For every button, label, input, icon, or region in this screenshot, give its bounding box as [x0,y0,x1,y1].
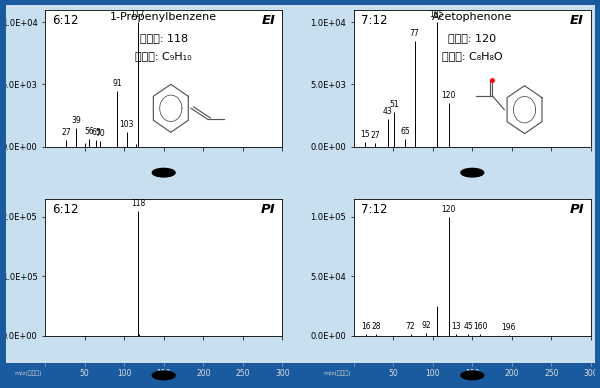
Text: 組成式: C₈H₈O: 組成式: C₈H₈O [442,51,503,61]
Text: 7:12: 7:12 [361,14,387,27]
Text: 300: 300 [275,369,290,378]
Text: 6:12: 6:12 [52,14,79,27]
Text: 6:12: 6:12 [52,203,79,216]
Text: 16: 16 [361,322,371,331]
Text: 100: 100 [117,369,131,378]
Text: 50: 50 [80,369,89,378]
Text: PI: PI [569,203,584,216]
Text: 組成式: C₉H₁₀: 組成式: C₉H₁₀ [136,51,192,61]
Text: 92: 92 [422,322,431,331]
Text: 27: 27 [370,131,380,140]
Text: 196: 196 [502,323,516,332]
Text: 1-Propenylbenzene: 1-Propenylbenzene [110,12,217,23]
Text: 51: 51 [389,100,399,109]
Text: 120: 120 [442,91,456,100]
Text: 43: 43 [383,107,392,116]
Text: 77: 77 [410,29,419,38]
Text: 150: 150 [157,369,171,378]
Text: 50: 50 [388,369,398,378]
Text: 65: 65 [92,128,101,137]
Text: 70: 70 [95,129,105,138]
Text: 103: 103 [119,120,134,129]
Text: 250: 250 [236,369,250,378]
Text: 91: 91 [112,79,122,88]
Text: 56: 56 [85,127,94,136]
Text: m/z(第二層): m/z(第二層) [14,371,42,376]
Text: 200: 200 [196,369,211,378]
Text: 65: 65 [400,127,410,136]
Text: 117: 117 [130,10,145,19]
Text: EI: EI [570,14,584,27]
Text: 27: 27 [62,128,71,137]
Text: 質量数: 118: 質量数: 118 [140,33,188,43]
Text: 160: 160 [473,322,487,331]
Text: 120: 120 [442,204,456,213]
Text: 39: 39 [71,116,81,125]
Text: m/z(第二層): m/z(第二層) [323,371,350,376]
Text: PI: PI [260,203,275,216]
Text: 72: 72 [406,322,415,331]
Text: 200: 200 [505,369,519,378]
Text: 質量数: 120: 質量数: 120 [448,33,496,43]
Text: 118: 118 [131,199,145,208]
Text: 105: 105 [430,10,444,19]
Text: 45: 45 [463,322,473,331]
Text: 7:12: 7:12 [361,203,387,216]
Text: 28: 28 [371,322,380,331]
Text: 13: 13 [452,322,461,331]
Text: 100: 100 [425,369,440,378]
Text: 250: 250 [544,369,559,378]
Text: 15: 15 [361,130,370,139]
Text: EI: EI [262,14,275,27]
Text: Acetophenone: Acetophenone [432,12,512,23]
Text: 150: 150 [465,369,479,378]
Text: 300: 300 [584,369,598,378]
